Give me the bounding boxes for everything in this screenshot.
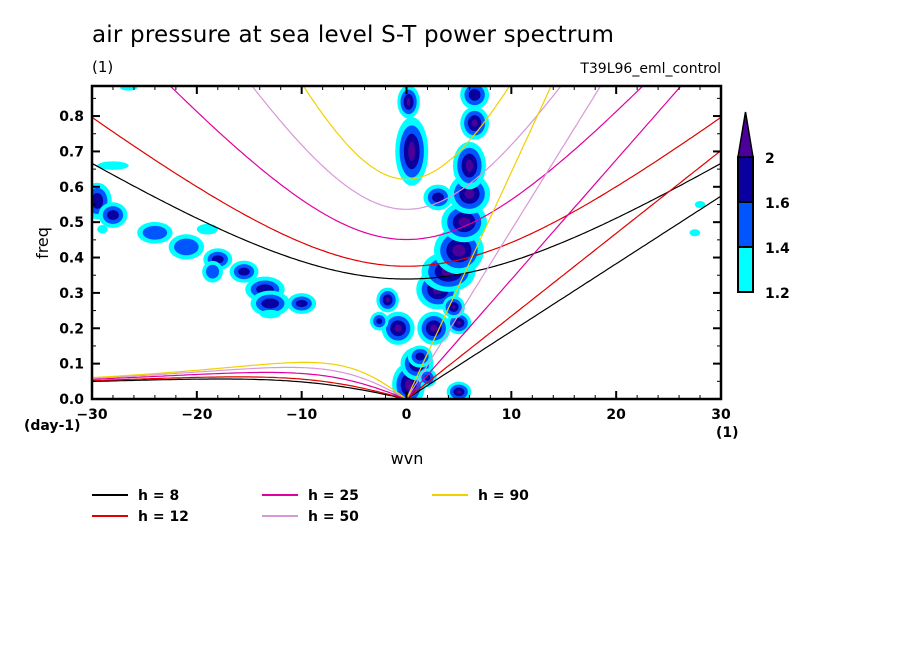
curve-ig-h25 bbox=[169, 86, 644, 241]
colorbar-label: 1.4 bbox=[765, 241, 790, 257]
colorbar-segment bbox=[737, 201, 754, 248]
power-region-level-2 bbox=[376, 318, 383, 325]
x-tick-label: −30 bbox=[76, 407, 107, 423]
x-tick-label: −20 bbox=[181, 407, 212, 423]
power-region-level-2 bbox=[432, 192, 444, 203]
power-region-level-3 bbox=[456, 390, 462, 394]
legend-label: h = 90 bbox=[478, 488, 529, 504]
y-tick-label: 0.0 bbox=[59, 392, 84, 408]
power-region-level-3 bbox=[451, 305, 456, 309]
power-region-level-1 bbox=[174, 238, 199, 256]
y-tick-label: 0.8 bbox=[59, 109, 84, 125]
power-region-level-3 bbox=[456, 321, 462, 325]
power-region-level-3 bbox=[471, 119, 478, 127]
y-tick-label: 0.2 bbox=[59, 321, 84, 337]
power-region-level-3 bbox=[385, 297, 390, 303]
colorbar-label: 1.6 bbox=[765, 196, 790, 212]
power-region-level-3 bbox=[458, 217, 470, 227]
x-axis-title: wvn bbox=[391, 449, 424, 468]
legend-item: h = 25 bbox=[262, 488, 359, 504]
x-tick-label: 0 bbox=[402, 407, 412, 423]
x-tick-label: 30 bbox=[711, 407, 731, 423]
power-region-level-0 bbox=[196, 223, 218, 235]
legend-item: h = 90 bbox=[432, 488, 529, 504]
power-region-level-0 bbox=[259, 309, 281, 319]
power-region-level-2 bbox=[261, 298, 280, 309]
colorbar-segment bbox=[737, 156, 754, 203]
legend-label: h = 50 bbox=[308, 509, 359, 525]
curve-kelvin-h90 bbox=[405, 86, 552, 399]
power-region-level-3 bbox=[430, 324, 438, 332]
y-tick-label: 0.5 bbox=[59, 215, 84, 231]
x-tick-label: −10 bbox=[286, 407, 317, 423]
power-region-level-3 bbox=[405, 379, 413, 391]
power-regions bbox=[92, 86, 706, 399]
curve-rossby-h8 bbox=[92, 378, 407, 399]
y-axis: 0.0 0.1 0.2 0.3 0.4 0.5 0.6 0.7 0.8 bbox=[59, 97, 721, 408]
curve-rossby-h50 bbox=[92, 366, 407, 399]
power-region-level-3 bbox=[394, 324, 402, 332]
curve-kelvin-h12 bbox=[406, 150, 721, 399]
power-region-level-2 bbox=[415, 352, 425, 361]
power-region-level-0 bbox=[97, 224, 108, 234]
curve-ig-h8 bbox=[92, 162, 721, 280]
colorbar-extend-triangle bbox=[737, 111, 754, 158]
colorbar: 1.2 1.4 1.6 2 bbox=[737, 111, 790, 302]
colorbar-label: 2 bbox=[765, 151, 775, 167]
legend-item: h = 12 bbox=[92, 509, 189, 525]
y-unit-label: (day-1) bbox=[24, 418, 81, 434]
y-tick-label: 0.6 bbox=[59, 180, 84, 196]
power-region-level-3 bbox=[464, 189, 475, 199]
legend-item: h = 50 bbox=[262, 509, 359, 525]
curve-rossby-h90 bbox=[92, 361, 407, 399]
legend-label: h = 12 bbox=[138, 509, 189, 525]
curve-kelvin-h25 bbox=[406, 86, 682, 399]
title-unit: (1) bbox=[92, 58, 114, 76]
power-region-level-2 bbox=[295, 299, 308, 308]
colorbar-label: 1.2 bbox=[765, 286, 790, 302]
curve-ig-h90 bbox=[302, 86, 511, 180]
power-region-level-2 bbox=[107, 210, 119, 221]
curve-rossby-h25 bbox=[92, 371, 407, 399]
legend-item: h = 8 bbox=[92, 488, 179, 504]
y-tick-label: 0.1 bbox=[59, 357, 84, 373]
y-tick-label: 0.7 bbox=[59, 144, 84, 160]
curve-ig-h50 bbox=[251, 86, 562, 210]
legend: h = 8 h = 12 h = 25 h = 50 h = 90 bbox=[92, 488, 529, 525]
legend-label: h = 8 bbox=[138, 488, 179, 504]
power-region-level-1 bbox=[206, 264, 220, 279]
power-region-level-3 bbox=[406, 98, 411, 106]
x-axis: −30 −20 −10 0 10 20 30 bbox=[76, 86, 731, 423]
y-axis-title: freq bbox=[33, 227, 52, 259]
y-tick-label: 0.4 bbox=[59, 251, 84, 267]
power-region-level-0 bbox=[689, 229, 701, 237]
power-region-level-0 bbox=[97, 161, 129, 170]
power-region-level-3 bbox=[452, 244, 466, 257]
x-tick-label: 10 bbox=[502, 407, 522, 423]
y-tick-label: 0.3 bbox=[59, 286, 84, 302]
power-region-level-2 bbox=[468, 88, 481, 101]
curve-rossby-h12 bbox=[92, 376, 407, 399]
x-unit-label: (1) bbox=[716, 425, 739, 441]
x-tick-label: 20 bbox=[606, 407, 626, 423]
power-region-level-1 bbox=[142, 225, 168, 240]
experiment-label: T39L96_eml_control bbox=[580, 61, 721, 77]
power-region-level-3 bbox=[465, 159, 473, 172]
chart-title: air pressure at sea level S-T power spec… bbox=[92, 22, 615, 48]
colorbar-segment bbox=[737, 246, 754, 293]
curve-kelvin-h50 bbox=[405, 86, 602, 399]
power-region-level-3 bbox=[408, 141, 416, 162]
power-region-level-0 bbox=[694, 200, 706, 209]
curve-kelvin-h8 bbox=[406, 195, 721, 399]
curve-ig-h12 bbox=[92, 116, 721, 267]
legend-label: h = 25 bbox=[308, 488, 359, 504]
dispersion-curves bbox=[92, 86, 721, 399]
power-region-level-2 bbox=[238, 267, 250, 276]
